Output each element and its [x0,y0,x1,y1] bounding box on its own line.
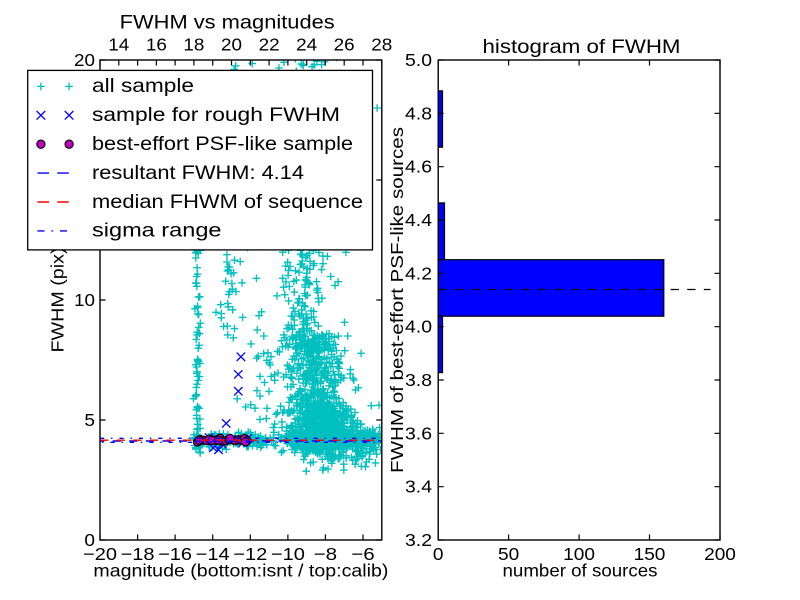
svg-text:FWHM of best-effort PSF-like s: FWHM of best-effort PSF-like sources [387,127,407,473]
svg-text:0: 0 [433,544,444,564]
svg-text:−16: −16 [158,544,192,564]
svg-text:sample for rough FWHM: sample for rough FWHM [92,105,340,126]
svg-text:5.0: 5.0 [405,50,432,70]
svg-text:3.2: 3.2 [405,530,432,550]
svg-text:histogram of FWHM: histogram of FWHM [483,37,681,58]
svg-text:24: 24 [296,35,317,55]
svg-text:4.2: 4.2 [405,263,432,283]
svg-text:−8: −8 [314,544,338,564]
svg-text:4.8: 4.8 [405,103,432,123]
svg-text:−20: −20 [83,544,117,564]
svg-text:−6: −6 [351,544,375,564]
svg-text:26: 26 [334,35,355,55]
svg-text:−14: −14 [196,544,230,564]
svg-text:FWHM (pix): FWHM (pix) [48,248,68,353]
svg-text:3.4: 3.4 [405,477,432,497]
svg-text:sigma range: sigma range [92,221,222,242]
svg-text:all sample: all sample [92,76,194,97]
svg-text:FWHM vs magnitudes: FWHM vs magnitudes [120,13,335,34]
svg-text:22: 22 [259,35,280,55]
svg-text:4.4: 4.4 [405,210,432,230]
svg-text:best-effort PSF-like sample: best-effort PSF-like sample [92,134,353,155]
svg-text:number of sources: number of sources [503,561,658,581]
svg-text:magnitude (bottom:isnt / top:c: magnitude (bottom:isnt / top:calib) [93,561,388,581]
svg-text:median FHWM of sequence: median FHWM of sequence [92,192,363,213]
svg-text:20: 20 [74,50,95,70]
svg-text:3.6: 3.6 [405,423,432,443]
svg-text:14: 14 [108,35,129,55]
svg-text:20: 20 [221,35,242,55]
svg-text:−12: −12 [233,544,267,564]
svg-text:100: 100 [563,544,595,564]
svg-text:resultant FWHM: 4.14: resultant FWHM: 4.14 [92,163,304,184]
svg-text:16: 16 [146,35,167,55]
svg-text:200: 200 [704,544,736,564]
svg-text:50: 50 [498,544,519,564]
svg-text:−18: −18 [121,544,155,564]
svg-text:10: 10 [74,290,95,310]
svg-text:4.0: 4.0 [405,317,432,337]
svg-text:28: 28 [371,35,392,55]
svg-text:150: 150 [634,544,666,564]
svg-text:5: 5 [84,410,95,430]
svg-text:3.8: 3.8 [405,370,432,390]
svg-text:18: 18 [183,35,204,55]
svg-text:0: 0 [84,530,95,550]
svg-text:4.6: 4.6 [405,157,432,177]
svg-text:−10: −10 [271,544,305,564]
